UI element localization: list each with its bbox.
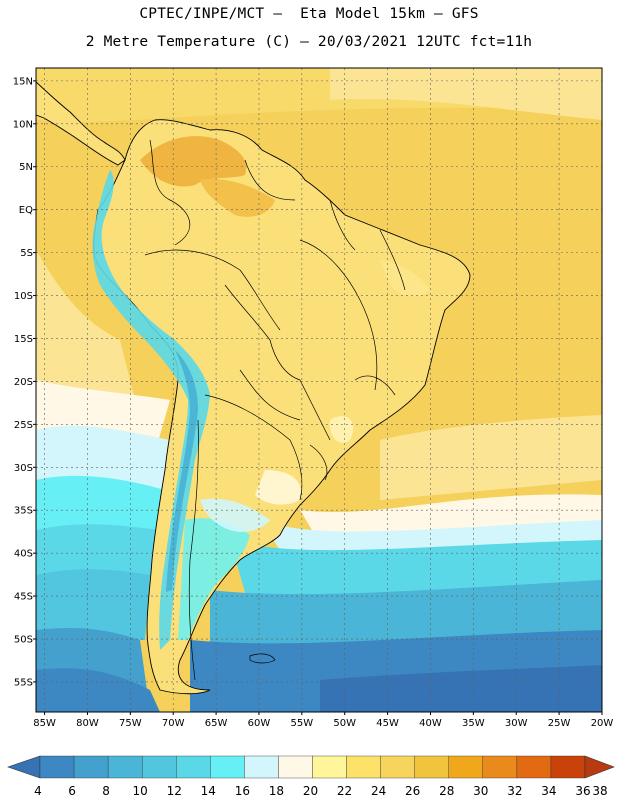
ocean-band-pacific-16 (36, 475, 165, 540)
lon-tick-label: 70W (162, 718, 185, 729)
lat-tick-label: 20S (14, 377, 33, 388)
lon-tick-label: 30W (505, 718, 528, 729)
lat-tick-label: 5N (19, 162, 33, 173)
colorbar-label: 14 (201, 784, 216, 798)
lat-tick-label: 25S (14, 420, 33, 431)
colorbar-label: 28 (439, 784, 454, 798)
colorbar-label: 8 (102, 784, 110, 798)
lon-tick-label: 60W (248, 718, 271, 729)
colorbar-swatch (176, 755, 211, 779)
lon-tick-label: 50W (333, 718, 356, 729)
colorbar-swatch (141, 755, 177, 779)
colorbar-label: 30 (473, 784, 488, 798)
lat-tick-label: 5S (20, 248, 33, 259)
colorbar-label: 16 (235, 784, 250, 798)
map-title-line1: CPTEC/INPE/MCT – Eta Model 15km – GFS (139, 6, 479, 22)
patagonia-cool (178, 518, 250, 640)
lat-tick-label: 55S (14, 677, 33, 688)
colorbar-swatch (516, 755, 552, 779)
lat-tick-label: 50S (14, 635, 33, 646)
lat-tick-label: 40S (14, 549, 33, 560)
map-ticks: 15N 10N 5N EQ 5S 10S 15S 20S 25S 30S 35S 40S 45S 50S 5… (13, 76, 614, 729)
lon-tick-label: 75W (119, 718, 142, 729)
lat-tick-label: 15N (13, 76, 33, 87)
colorbar-label: 10 (133, 784, 148, 798)
lat-tick-label: 45S (14, 592, 33, 603)
colorbar-swatch (244, 755, 279, 779)
lon-tick-label: 40W (419, 718, 442, 729)
lat-tick-label: 10S (14, 291, 33, 302)
lon-tick-label: 35W (462, 718, 485, 729)
colorbar-swatch (107, 755, 143, 779)
lon-tick-label: 25W (548, 718, 571, 729)
lat-tick-label: EQ (19, 205, 33, 216)
land-falkland-islands (249, 653, 276, 664)
lat-tick-label: 30S (14, 463, 33, 474)
lat-tick-label: 15S (14, 334, 33, 345)
colorbar-label: 34 (541, 784, 556, 798)
colorbar-label: 32 (507, 784, 522, 798)
colorbar-swatch (414, 755, 449, 779)
colorbar-swatch (73, 755, 109, 779)
colorbar-swatch (312, 755, 347, 779)
colorbar-label: 36 (575, 784, 590, 798)
colorbar-label: 4 (34, 784, 42, 798)
colorbar-swatch (380, 755, 415, 779)
colorbar-swatch (210, 755, 245, 779)
map-gridlines (36, 68, 602, 712)
map-plot-area (36, 68, 602, 712)
ocean-band-pacific-14 (36, 524, 160, 585)
colorbar-label: 12 (167, 784, 182, 798)
lon-tick-label: 85W (33, 718, 56, 729)
land-cool-southeast (329, 416, 354, 443)
colorbar-label: 20 (303, 784, 318, 798)
colorbar-swatch (448, 755, 484, 779)
colorbar-label: 24 (371, 784, 386, 798)
colorbar-label: 18 (269, 784, 284, 798)
lon-tick-label: 55W (291, 718, 314, 729)
colorbar-label: 22 (337, 784, 352, 798)
colorbar-label: 38 (592, 784, 607, 798)
lon-tick-label: 45W (376, 718, 399, 729)
lon-tick-label: 20W (591, 718, 614, 729)
land-hot-central (200, 179, 275, 217)
colorbar-swatch (482, 755, 518, 779)
colorbar-swatch (278, 755, 313, 779)
ocean-band-atlantic-10 (210, 580, 602, 650)
map-frame (35, 67, 603, 713)
land-cool-northeast (380, 260, 430, 297)
lon-tick-label: 80W (76, 718, 99, 729)
andes-cold-core (166, 350, 198, 592)
colorbar-label: 26 (405, 784, 420, 798)
colorbar-label: 6 (68, 784, 76, 798)
ocean-band-atlantic-4 (320, 665, 602, 712)
colorbar-arrow-low (7, 755, 41, 779)
ocean-band-atlantic-24 (380, 415, 602, 500)
colorbar-arrow-high (584, 755, 615, 779)
land-mild-pampas (255, 470, 301, 505)
colorbar-swatch (39, 755, 75, 779)
temperature-colorbar: 4 6 8 10 12 14 16 18 20 22 24 26 28 30 32 34 36 38 (7, 755, 615, 798)
ocean-band-pacific-12 (36, 569, 150, 640)
lat-tick-label: 10N (13, 119, 33, 130)
land-central-america (36, 81, 126, 166)
ocean-band-pacific-warm (36, 250, 140, 420)
andes-cold-band (92, 170, 210, 650)
ocean-band-pacific-6 (36, 668, 160, 712)
map-title-line2: 2 Metre Temperature (C) – 20/03/2021 12U… (85, 34, 533, 50)
patagonia-mild (200, 498, 270, 532)
colorbar-swatch (346, 755, 381, 779)
land-hot-venezuela (140, 136, 247, 187)
country-borders (144, 139, 406, 681)
lat-tick-label: 35S (14, 506, 33, 517)
colorbar-swatch (550, 755, 586, 779)
lon-tick-label: 65W (205, 718, 228, 729)
